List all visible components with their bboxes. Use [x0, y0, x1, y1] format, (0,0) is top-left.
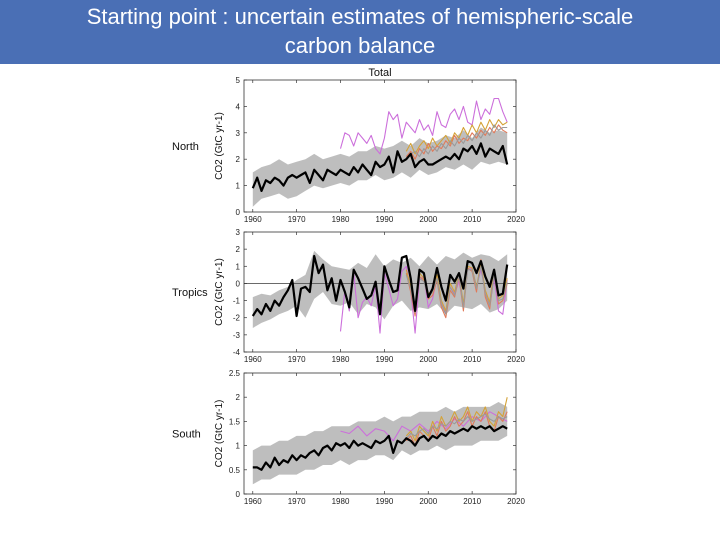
y-tick-label: 1.5 [229, 417, 241, 426]
x-tick-label: 1960 [244, 497, 262, 506]
x-tick-label: 1970 [288, 215, 306, 224]
x-tick-label: 2000 [419, 215, 437, 224]
y-tick-label: 3 [236, 228, 241, 237]
slide-title-line-1: Starting point : uncertain estimates of … [86, 4, 634, 29]
region-label-south: South [172, 429, 201, 441]
x-tick-label: 1990 [375, 215, 393, 224]
x-tick-label: 2000 [419, 497, 437, 506]
y-axis-label: CO2 (GtC yr-1) [214, 400, 225, 468]
slide-title: Starting point : uncertain estimates of … [0, 2, 720, 60]
panel-north: 0 1 2 3 4 5 1960 1970 1980 1990 2000 2010 2020 Total N… [172, 67, 525, 224]
x-tick-label: 1960 [244, 215, 262, 224]
x-tick-label: 1970 [288, 497, 306, 506]
x-tick-label: 1980 [332, 355, 350, 364]
region-label-north: North [172, 141, 199, 153]
y-axis-label: CO2 (GtC yr-1) [214, 112, 225, 180]
y-tick-label: 2 [236, 245, 241, 254]
y-tick-label: 0 [236, 490, 241, 499]
axes-frame [243, 372, 517, 495]
x-tick-label: 2010 [463, 497, 481, 506]
x-tick-label: 2020 [507, 355, 525, 364]
title-banner: Starting point : uncertain estimates of … [0, 0, 720, 64]
y-tick-label: 1 [236, 442, 241, 451]
x-tick-label: 1990 [375, 497, 393, 506]
x-tick-label: 1960 [244, 355, 262, 364]
y-tick-label: 5 [236, 76, 241, 85]
model-series-line-4 [405, 413, 508, 439]
ensemble-mean-line [251, 142, 509, 192]
panel-tropics: -4 -3 -2 -1 0 1 2 3 1960 1970 1980 1990 2000 2010 2020… [172, 228, 525, 364]
x-tick-label: 2010 [463, 215, 481, 224]
slide-title-line-2: carbon balance [284, 33, 436, 58]
model-series-line-2 [405, 119, 508, 155]
y-tick-label: 1 [236, 182, 241, 191]
panel-south: 0 0.5 1 1.5 2 2.5 1960 1970 1980 1990 2000 2010 2020… [172, 369, 525, 506]
y-axis-label: CO2 (GtC yr-1) [214, 258, 225, 326]
axes-frame [243, 79, 517, 213]
model-series-line-2 [405, 397, 508, 442]
x-tick-label: 1980 [332, 497, 350, 506]
model-series-line-4 [405, 265, 508, 315]
y-tick-label: -4 [233, 348, 241, 357]
model-series-line-1 [339, 97, 508, 155]
x-tick-label: 1970 [288, 355, 306, 364]
y-tick-label: 2.5 [229, 369, 241, 378]
x-tick-label: 2010 [463, 355, 481, 364]
x-tick-label: 1990 [375, 355, 393, 364]
y-tick-label: 2 [236, 155, 241, 164]
model-series-line-3 [405, 124, 508, 160]
y-tick-label: 2 [236, 393, 241, 402]
y-tick-label: 0 [236, 279, 241, 288]
y-tick-label: 0 [236, 208, 241, 217]
y-tick-label: -3 [233, 331, 241, 340]
y-tick-label: -2 [233, 314, 241, 323]
region-label-tropics: Tropics [172, 287, 208, 299]
x-tick-label: 2000 [419, 355, 437, 364]
model-series-line-4 [405, 124, 508, 160]
y-tick-label: 4 [236, 102, 241, 111]
y-tick-label: 0.5 [229, 466, 241, 475]
x-tick-label: 2020 [507, 497, 525, 506]
ensemble-mean-line [252, 425, 508, 471]
axes-frame [243, 231, 517, 353]
x-tick-label: 2020 [507, 215, 525, 224]
y-tick-label: 3 [236, 129, 241, 138]
panel-title: Total [368, 67, 391, 79]
x-tick-label: 1980 [332, 215, 350, 224]
ensemble-mean-line [251, 254, 509, 318]
y-tick-label: -1 [233, 297, 241, 306]
y-tick-label: 1 [236, 262, 241, 271]
